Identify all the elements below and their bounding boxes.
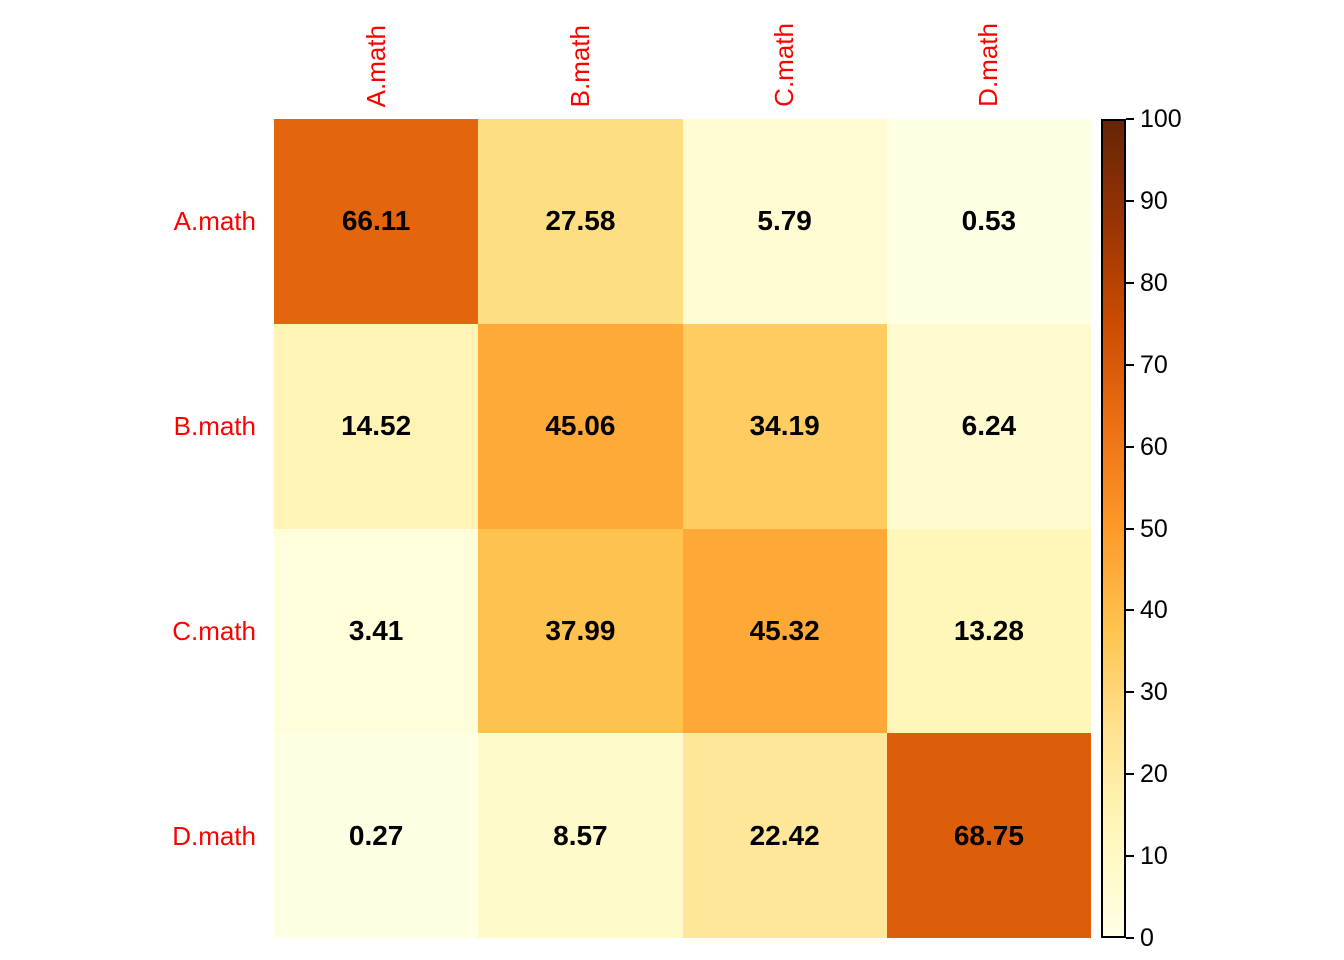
heatmap-cell: 8.57	[478, 733, 683, 938]
heatmap-grid: 66.11 27.58 5.79 0.53 14.52 45.06 34.19 6.24 3.4…	[274, 119, 1091, 938]
colorbar-tick-mark	[1126, 937, 1134, 939]
row-label: A.math	[173, 206, 256, 237]
colorbar-tick-mark	[1126, 199, 1134, 202]
colorbar-tick-mark	[1126, 527, 1134, 530]
column-label: B.math	[560, 0, 600, 107]
colorbar-tick-label: 0	[1140, 924, 1154, 952]
row-label: B.math	[173, 411, 256, 442]
heatmap-cell: 13.28	[886, 528, 1091, 734]
colorbar-gradient-bar	[1101, 119, 1126, 938]
heatmap-cell: 0.27	[274, 733, 479, 938]
colorbar-tick-label: 20	[1140, 760, 1168, 789]
colorbar-tick-label: 100	[1140, 105, 1182, 133]
colorbar-tick-mark	[1126, 609, 1134, 612]
colorbar-tick-label: 70	[1140, 350, 1168, 379]
colorbar-tick-mark	[1126, 691, 1134, 694]
colorbar-tick-label: 80	[1140, 268, 1168, 297]
colorbar-tick-mark	[1126, 855, 1134, 858]
column-label-text: B.math	[564, 24, 595, 107]
heatmap-cell: 34.19	[682, 323, 887, 529]
colorbar-tick-label: 30	[1140, 678, 1168, 707]
heatmap-cell: 45.06	[478, 323, 683, 529]
colorbar-tick-mark	[1126, 118, 1134, 120]
column-label-text: C.math	[769, 23, 800, 107]
column-label-text: A.math	[360, 24, 391, 107]
row-label: D.math	[172, 820, 256, 851]
colorbar-tick-label: 50	[1140, 514, 1168, 543]
heatmap-cell: 3.41	[274, 528, 479, 734]
colorbar-tick-mark	[1126, 281, 1134, 284]
row-label: C.math	[172, 615, 256, 646]
heatmap-cell: 45.32	[682, 528, 887, 734]
heatmap-cell: 66.11	[274, 119, 479, 324]
colorbar-tick-label: 60	[1140, 432, 1168, 461]
heatmap-cell: 5.79	[682, 119, 887, 324]
column-label: D.math	[969, 0, 1009, 107]
colorbar-tick-mark	[1126, 363, 1134, 366]
heatmap-cell: 68.75	[886, 733, 1091, 938]
column-label-text: D.math	[973, 23, 1004, 107]
colorbar-tick-label: 90	[1140, 186, 1168, 215]
colorbar-tick-mark	[1126, 445, 1134, 448]
heatmap-cell: 22.42	[682, 733, 887, 938]
colorbar-tick-mark	[1126, 773, 1134, 776]
column-label: C.math	[765, 0, 805, 107]
heatmap-cell: 27.58	[478, 119, 683, 324]
column-label: A.math	[356, 0, 396, 107]
heatmap-cell: 37.99	[478, 528, 683, 734]
heatmap-cell: 6.24	[886, 323, 1091, 529]
colorbar-tick-label: 40	[1140, 596, 1168, 625]
colorbar-tick-label: 10	[1140, 842, 1168, 871]
heatmap-cell: 0.53	[886, 119, 1091, 324]
heatmap-cell: 14.52	[274, 323, 479, 529]
